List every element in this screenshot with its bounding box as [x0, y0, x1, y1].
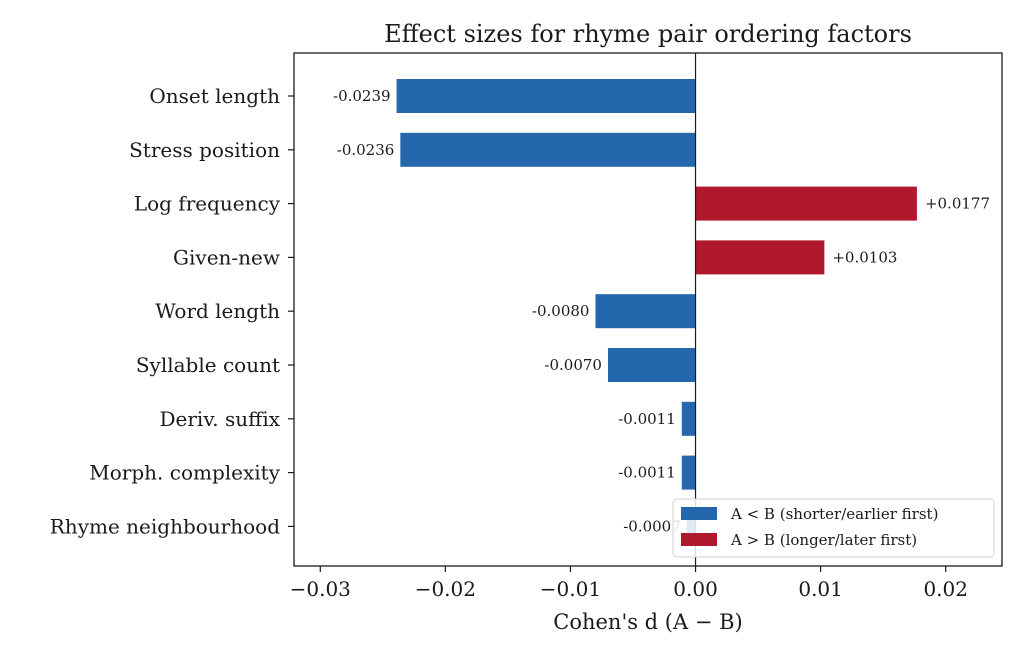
axes-frame [293, 52, 1003, 567]
x-axis: −0.03 −0.02 −0.01 0.00 0.01 0.02 [290, 566, 968, 601]
legend: A < B (shorter/earlier first) A > B (lon… [672, 498, 995, 558]
bar-value-label: -0.0011 [618, 410, 676, 428]
chart-title: Effect sizes for rhyme pair ordering fac… [384, 20, 912, 48]
bar-stress-position [400, 132, 696, 167]
legend-label-positive: A > B (longer/later first) [730, 531, 917, 549]
bar-log-frequency [695, 186, 917, 221]
y-tick-label: Given-new [173, 245, 280, 269]
x-tick-label: 0.01 [798, 577, 843, 601]
bars-group [396, 79, 917, 544]
legend-swatch-positive [681, 533, 717, 546]
y-tick-label: Rhyme neighbourhood [50, 514, 280, 538]
y-tick-label: Onset length [149, 84, 280, 108]
bar-onset-length [396, 79, 696, 113]
y-tick-label: Deriv. suffix [160, 407, 281, 431]
x-tick-label: −0.01 [540, 577, 601, 601]
bar-morph-complexity [681, 455, 696, 490]
bar-deriv-suffix [681, 401, 696, 436]
bar-given-new [695, 240, 825, 275]
bar-value-label: +0.0177 [925, 195, 990, 213]
legend-frame [672, 498, 995, 558]
bar-word-length [595, 294, 696, 329]
bar-value-label: -0.0011 [618, 464, 676, 482]
bar-value-label: -0.0239 [333, 87, 391, 105]
x-tick-label: 0.02 [923, 577, 968, 601]
y-tick-label: Syllable count [136, 353, 280, 377]
bar-value-label: -0.0236 [337, 141, 395, 159]
x-tick-label: −0.02 [415, 577, 476, 601]
x-tick-label: −0.03 [290, 577, 351, 601]
bar-value-label: +0.0103 [832, 248, 897, 266]
y-tick-label: Log frequency [134, 192, 281, 216]
x-tick-label: 0.00 [673, 577, 718, 601]
bar-syllable-count [607, 348, 696, 382]
bar-value-label: -0.0070 [544, 356, 602, 374]
y-tick-label: Stress position [129, 138, 280, 162]
legend-label-negative: A < B (shorter/earlier first) [730, 505, 938, 523]
legend-swatch-negative [681, 507, 717, 520]
y-axis: Onset length Stress position Log frequency… [50, 84, 294, 538]
y-tick-label: Word length [155, 299, 280, 323]
bar-labels-group: -0.0239 -0.0236 +0.0177 +0.0103 -0.0080 -0.00… [333, 87, 990, 535]
bar-value-label: -0.0007 [623, 517, 681, 535]
y-tick-label: Morph. complexity [89, 461, 280, 485]
x-axis-label: Cohen's d (A − B) [553, 610, 742, 634]
bar-value-label: -0.0080 [532, 302, 590, 320]
